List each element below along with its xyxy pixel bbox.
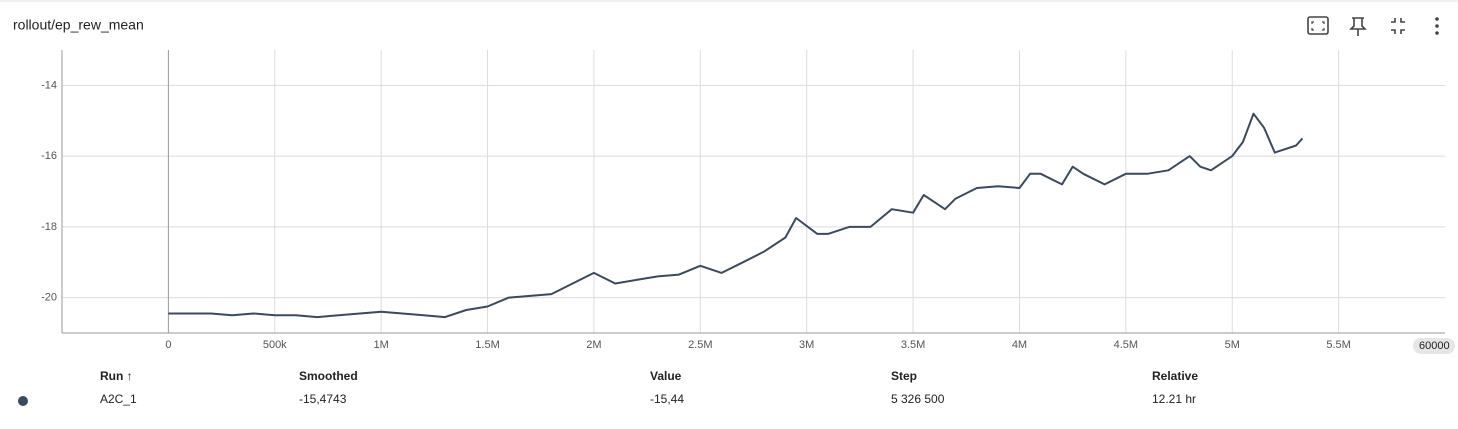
column-header: Step — [891, 369, 917, 383]
table-cell: A2C_1 — [100, 392, 137, 406]
column-header: Relative — [1152, 369, 1198, 383]
y-tick-label: -16 — [41, 150, 57, 162]
column-header: Value — [650, 369, 682, 383]
x-tick-label: 2.5M — [688, 339, 712, 351]
plot: -20 -18 -16 -14 0 500k 1M 1.5M 2M 2.5M 3M 3.5M 4M 4.5… — [41, 50, 1445, 351]
column-header: Smoothed — [299, 369, 358, 383]
table-cell: 12.21 hr — [1152, 392, 1196, 406]
table-cell: 5 326 500 — [891, 392, 945, 406]
series-line — [168, 112, 1304, 319]
data-table: Run ↑ Smoothed Value Step Relative A2C_1 -15,4… — [18, 369, 1198, 406]
x-tick-label: 1M — [374, 339, 389, 351]
run-color — [18, 396, 28, 406]
x-tick-label: 1.5M — [475, 339, 499, 351]
x-tick-label: 4M — [1012, 339, 1027, 351]
x-tick-label: 3M — [799, 339, 814, 351]
x-tick-label: 500k — [263, 339, 287, 351]
table-cell: -15,44 — [650, 392, 684, 406]
fit-domain-button[interactable] — [1307, 16, 1329, 35]
menu-button[interactable] — [1435, 17, 1439, 35]
pin-button[interactable] — [1349, 17, 1367, 36]
collapse-button[interactable] — [1391, 18, 1405, 34]
card-title: rollout/ep_rew_mean — [13, 17, 144, 33]
y-tick-label: -14 — [41, 79, 57, 91]
x-tick-label: 5M — [1225, 339, 1240, 351]
toolbar — [1307, 16, 1439, 36]
column-header: Run ↑ — [100, 369, 133, 383]
x-tick-label: 2M — [586, 339, 601, 351]
y-tick-label: -18 — [41, 221, 57, 233]
hover-label-bg — [1413, 338, 1455, 354]
x-hover-label: 60000 — [1419, 340, 1450, 352]
x-tick-label: 3.5M — [901, 339, 925, 351]
x-tick-label: 5.5M — [1326, 339, 1350, 351]
x-tick-label: 4.5M — [1114, 339, 1138, 351]
y-tick-label: -20 — [41, 292, 57, 304]
x-tick-label: 0 — [165, 339, 171, 351]
table-cell: -15,4743 — [299, 392, 347, 406]
